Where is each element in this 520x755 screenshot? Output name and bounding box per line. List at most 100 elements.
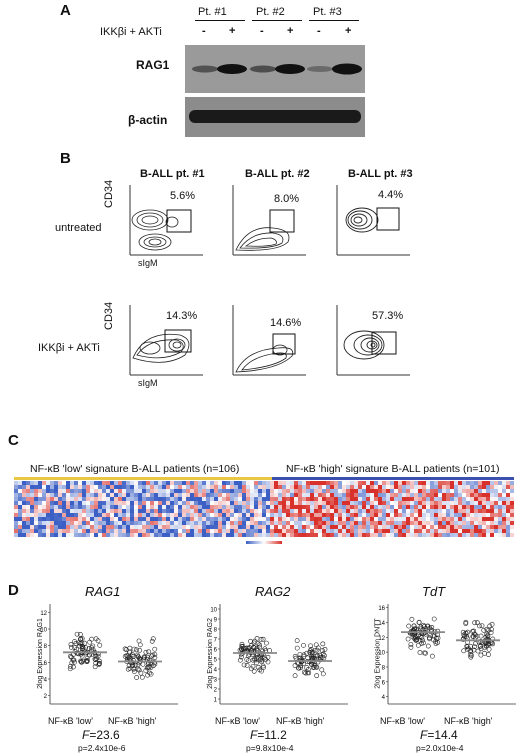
heatmap-cell [266, 497, 270, 501]
heatmap-cell [198, 517, 202, 521]
heatmap-cell [238, 481, 242, 485]
heatmap-cell [142, 485, 146, 489]
heatmap-cell [382, 533, 386, 537]
heatmap-cell [298, 497, 302, 501]
scatter-point [314, 647, 320, 653]
heatmap-cell [50, 497, 54, 501]
heatmap-cell [446, 505, 450, 509]
heatmap-cell [234, 521, 238, 525]
heatmap-cell [474, 529, 478, 533]
heatmap-cell [14, 517, 18, 521]
scatter-point [478, 646, 484, 652]
untreated-pct-2: 8.0% [274, 193, 300, 205]
heatmap-cell [366, 509, 370, 513]
heatmap-cell [14, 489, 18, 493]
heatmap-cell [86, 493, 90, 497]
scatter-point [122, 646, 128, 652]
heatmap-cell [50, 493, 54, 497]
heatmap-cell [14, 525, 18, 529]
scatter-point [463, 621, 469, 626]
heatmap-cell [142, 517, 146, 521]
high-signature-label: NF-κB 'high' signature B-ALL patients (n… [286, 463, 500, 475]
scatter-point [483, 634, 489, 640]
scatter-point [93, 660, 99, 666]
heatmap-cell [186, 493, 190, 497]
heatmap-cell [270, 529, 274, 533]
heatmap-cell [118, 521, 122, 525]
heatmap-cell [430, 533, 434, 537]
scatter-point [417, 638, 423, 643]
heatmap-cell [262, 513, 266, 517]
heatmap-cell [490, 481, 494, 485]
scatter-point [477, 623, 482, 629]
heatmap-cell [374, 493, 378, 497]
heatmap-cell [454, 533, 458, 537]
heatmap-cell [442, 489, 446, 493]
heatmap-cell [466, 533, 470, 537]
heatmap-cell [286, 521, 290, 525]
scatter-point [84, 659, 90, 664]
heatmap-cell [318, 533, 322, 537]
heatmap-cell [510, 505, 514, 509]
heatmap-cell [474, 509, 478, 513]
heatmap-cell [430, 509, 434, 513]
heatmap-cell [22, 485, 26, 489]
heatmap-cell [54, 517, 58, 521]
heatmap-cell [102, 529, 106, 533]
heatmap-cell [438, 529, 442, 533]
heatmap-cell [258, 485, 262, 489]
scatter-point [314, 673, 320, 679]
heatmap-cell [458, 501, 462, 505]
heatmap-cell [222, 521, 226, 525]
heatmap-cell [198, 529, 202, 533]
heatmap-cell [210, 529, 214, 533]
heatmap-cell [274, 489, 278, 493]
heatmap-cell [350, 509, 354, 513]
heatmap-cell [486, 525, 490, 529]
heatmap-cell [22, 533, 26, 537]
heatmap-cell [486, 497, 490, 501]
heatmap-cell [394, 485, 398, 489]
heatmap-cell [326, 513, 330, 517]
heatmap-cell [58, 497, 62, 501]
heatmap-cell [46, 521, 50, 525]
heatmap-cell [126, 493, 130, 497]
heatmap-cell [254, 513, 258, 517]
heatmap-cell [442, 481, 446, 485]
heatmap-cell [266, 505, 270, 509]
heatmap-cell [378, 501, 382, 505]
scatter-point [413, 638, 419, 643]
heatmap-cell [14, 481, 18, 485]
heatmap-cell [318, 489, 322, 493]
heatmap-cell [18, 497, 22, 501]
heatmap-cell [214, 489, 218, 493]
heatmap-cell [130, 517, 134, 521]
heatmap-cell [414, 509, 418, 513]
heatmap-cell [346, 505, 350, 509]
f-stat-2: F=11.2 [250, 728, 287, 742]
heatmap-cell [362, 513, 366, 517]
heatmap-cell [230, 509, 234, 513]
heatmap-cell [110, 509, 114, 513]
heatmap-cell [34, 517, 38, 521]
scatter-point [314, 664, 320, 670]
heatmap-cell [326, 481, 330, 485]
heatmap-cell [150, 501, 154, 505]
heatmap-cell [102, 489, 106, 493]
scatter-point [129, 653, 135, 659]
heatmap-cell [446, 517, 450, 521]
heatmap-cell [154, 489, 158, 493]
heatmap-cell [490, 533, 494, 537]
xcat-3-low: NF-κB 'low' [380, 716, 425, 726]
heatmap-cell [250, 493, 254, 497]
heatmap-cell [474, 517, 478, 521]
heatmap-cell [114, 533, 118, 537]
heatmap-cell [454, 509, 458, 513]
cd34-axis-1: CD34 [103, 179, 115, 208]
heatmap-cell [134, 529, 138, 533]
treated-pct-2: 14.6% [270, 317, 302, 329]
heatmap-cell [150, 485, 154, 489]
heatmap-cell [418, 529, 422, 533]
heatmap-cell [326, 529, 330, 533]
